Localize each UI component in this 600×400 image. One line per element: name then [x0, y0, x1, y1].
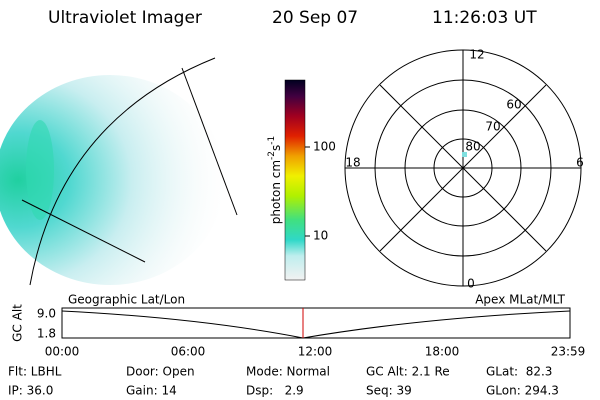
timeline-title: Apex MLat/MLT — [475, 293, 565, 307]
spoke — [379, 84, 547, 252]
info: GC Alt: 2.1 Re — [366, 365, 450, 379]
emission — [0, 75, 225, 285]
footer: Flt: LBHL IP: 36.0 Door: Open Gain: 14 M… — [8, 365, 559, 398]
info: Mode: Normal — [246, 365, 330, 379]
emission — [462, 152, 467, 157]
label-part: photon cm — [269, 160, 283, 224]
image-panel — [0, 57, 238, 286]
info: Flt: LBHL — [8, 365, 62, 379]
tick-label: 10 — [313, 229, 328, 243]
polar-labels: 12 18 6 0 60 70 80 — [345, 48, 583, 291]
timeline: Geographic Lat/Lon Apex MLat/MLT GC Alt … — [11, 293, 586, 359]
colorbar: 100 10 photon cm-2s-1 — [267, 79, 336, 281]
x-label: 00:00 — [45, 345, 80, 359]
info: IP: 36.0 — [8, 384, 53, 398]
emission-core — [26, 120, 54, 220]
colorbar-scale — [284, 79, 306, 281]
mlt-label: 0 — [467, 277, 475, 291]
meridian — [21, 199, 146, 263]
info: Seq: 39 — [366, 384, 412, 398]
x-label: 06:00 — [171, 345, 206, 359]
x-label: 23:59 — [551, 345, 586, 359]
colorbar-label: photon cm-2s-1 — [267, 136, 283, 225]
info: GLon: 294.3 — [486, 384, 559, 398]
mlt-label: 12 — [469, 48, 484, 62]
label-part: s — [269, 145, 283, 151]
tick-label: 100 — [313, 140, 336, 154]
title: Ultraviolet Imager — [48, 8, 202, 28]
y-label: 1.8 — [37, 327, 56, 341]
date: 20 Sep 07 — [272, 8, 358, 28]
header: Ultraviolet Imager 20 Sep 07 11:26:03 UT — [48, 8, 537, 28]
info: GLat: 82.3 — [486, 365, 552, 379]
altitude-curve — [61, 310, 571, 339]
mlt-label: 18 — [345, 156, 360, 170]
label-part: -2 — [267, 151, 277, 160]
label-part: -1 — [267, 136, 277, 145]
timeline-title: Geographic Lat/Lon — [68, 293, 185, 307]
polar-plot — [344, 49, 582, 287]
lat-label: 70 — [485, 120, 500, 134]
meridian — [181, 67, 238, 216]
arc — [29, 57, 216, 286]
lat-label: 80 — [465, 140, 480, 154]
time: 11:26:03 UT — [432, 8, 537, 28]
axis-label: GC Alt — [11, 304, 25, 342]
y-label: 9.0 — [37, 307, 56, 321]
info: Gain: 14 — [126, 384, 177, 398]
timeline-box — [61, 307, 571, 339]
mlt-label: 6 — [576, 156, 584, 170]
info: Dsp: 2.9 — [246, 384, 304, 398]
info: Door: Open — [126, 365, 195, 379]
x-label: 12:00 — [298, 345, 333, 359]
x-label: 18:00 — [425, 345, 460, 359]
lat-label: 60 — [506, 98, 521, 112]
